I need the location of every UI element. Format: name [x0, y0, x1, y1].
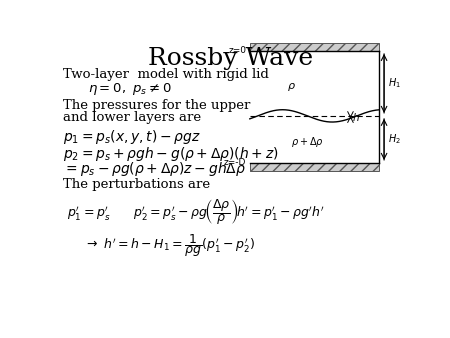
Text: $H_2$: $H_2$ — [388, 132, 401, 146]
Text: $h$: $h$ — [352, 111, 360, 123]
Text: and lower layers are: and lower layers are — [63, 111, 201, 124]
Text: The perturbations are: The perturbations are — [63, 178, 210, 191]
Text: $\rho+\Delta\rho$: $\rho+\Delta\rho$ — [292, 135, 324, 149]
Bar — [250, 43, 379, 51]
Text: $p_1' = p_s'\quad\quad p_2' = p_s' - \rho g\!\left(\dfrac{\Delta\rho}{\rho}\righ: $p_1' = p_s'\quad\quad p_2' = p_s' - \rh… — [67, 197, 324, 226]
Text: $= p_s - \rho g(\rho+\Delta\rho)z - gh\Delta\rho$: $= p_s - \rho g(\rho+\Delta\rho)z - gh\D… — [63, 160, 246, 178]
Text: Two-layer  model with rigid lid: Two-layer model with rigid lid — [63, 68, 269, 81]
Text: The pressures for the upper: The pressures for the upper — [63, 99, 251, 112]
Text: $\rightarrow\ h' = h - H_1 = \dfrac{1}{\rho g}(p_1' - p_2')$: $\rightarrow\ h' = h - H_1 = \dfrac{1}{\… — [84, 232, 256, 259]
Text: z=-D: z=-D — [224, 159, 246, 167]
Text: $\rho$: $\rho$ — [287, 81, 296, 93]
Bar — [250, 163, 379, 171]
Text: Rossby Wave: Rossby Wave — [148, 47, 313, 70]
Text: $H_1$: $H_1$ — [388, 76, 401, 90]
Text: $p_2 = p_s + \rho gh - g(\rho+\Delta\rho)(h+z)$: $p_2 = p_s + \rho gh - g(\rho+\Delta\rho… — [63, 145, 279, 163]
Text: z=0: z=0 — [228, 46, 246, 55]
Text: $\eta=0,\ p_s\neq0$: $\eta=0,\ p_s\neq0$ — [88, 81, 171, 97]
Text: $p_1 = p_s(x,y,t) - \rho gz$: $p_1 = p_s(x,y,t) - \rho gz$ — [63, 128, 201, 146]
